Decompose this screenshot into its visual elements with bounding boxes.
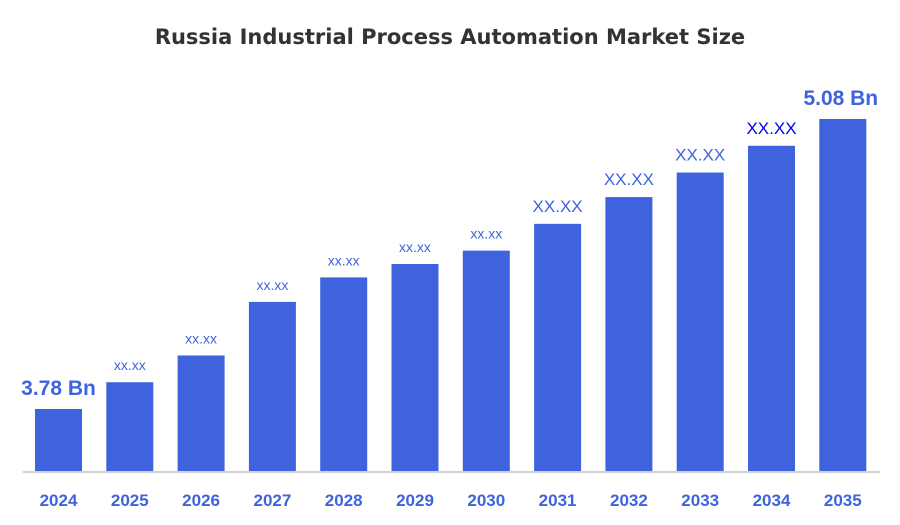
bar-2031 xyxy=(534,223,582,472)
x-tick-label: 2035 xyxy=(824,491,862,510)
data-label: XX.XX xyxy=(675,146,725,165)
bar-2028 xyxy=(320,277,368,472)
data-label: xx.xx xyxy=(256,277,288,293)
x-axis-ticks: 2024 2025 2026 2027 2028 2029 2030 2031 2032 2033… xyxy=(40,491,862,510)
data-label: xx.xx xyxy=(399,239,431,255)
x-tick-label: 2032 xyxy=(610,491,648,510)
data-label: XX.XX xyxy=(746,119,796,138)
data-label: xx.xx xyxy=(470,226,502,242)
data-label: 5.08 Bn xyxy=(803,87,878,110)
bar-2027 xyxy=(248,301,296,472)
data-label: XX.XX xyxy=(604,170,654,189)
chart-title: Russia Industrial Process Automation Mar… xyxy=(155,25,745,49)
bar-2026 xyxy=(177,355,225,472)
bar-2035 xyxy=(819,119,867,472)
x-tick-label: 2025 xyxy=(111,491,149,510)
x-tick-label: 2027 xyxy=(253,491,291,510)
x-tick-label: 2033 xyxy=(681,491,719,510)
data-label: xx.xx xyxy=(328,252,360,268)
x-tick-label: 2024 xyxy=(40,491,78,510)
bar-2033 xyxy=(676,172,724,472)
data-label: xx.xx xyxy=(114,357,146,373)
bar-2034 xyxy=(748,145,795,472)
data-labels: 3.78 Bn xx.xx xx.xx xx.xx xx.xx xx.xx xx.xx XX.… xyxy=(21,87,878,400)
x-tick-label: 2030 xyxy=(467,491,505,510)
x-tick-label: 2026 xyxy=(182,491,220,510)
bar-2025 xyxy=(106,382,154,472)
x-tick-label: 2029 xyxy=(396,491,434,510)
bar-2030 xyxy=(462,250,510,472)
data-label: XX.XX xyxy=(533,197,583,216)
x-tick-label: 2031 xyxy=(539,491,577,510)
bar-2024 xyxy=(35,409,82,472)
data-label: xx.xx xyxy=(185,330,217,346)
bar-2029 xyxy=(391,264,439,472)
bars xyxy=(35,119,867,472)
x-tick-label: 2034 xyxy=(753,491,791,510)
x-tick-label: 2028 xyxy=(325,491,363,510)
data-label: 3.78 Bn xyxy=(21,377,96,400)
bar-2032 xyxy=(605,197,653,472)
